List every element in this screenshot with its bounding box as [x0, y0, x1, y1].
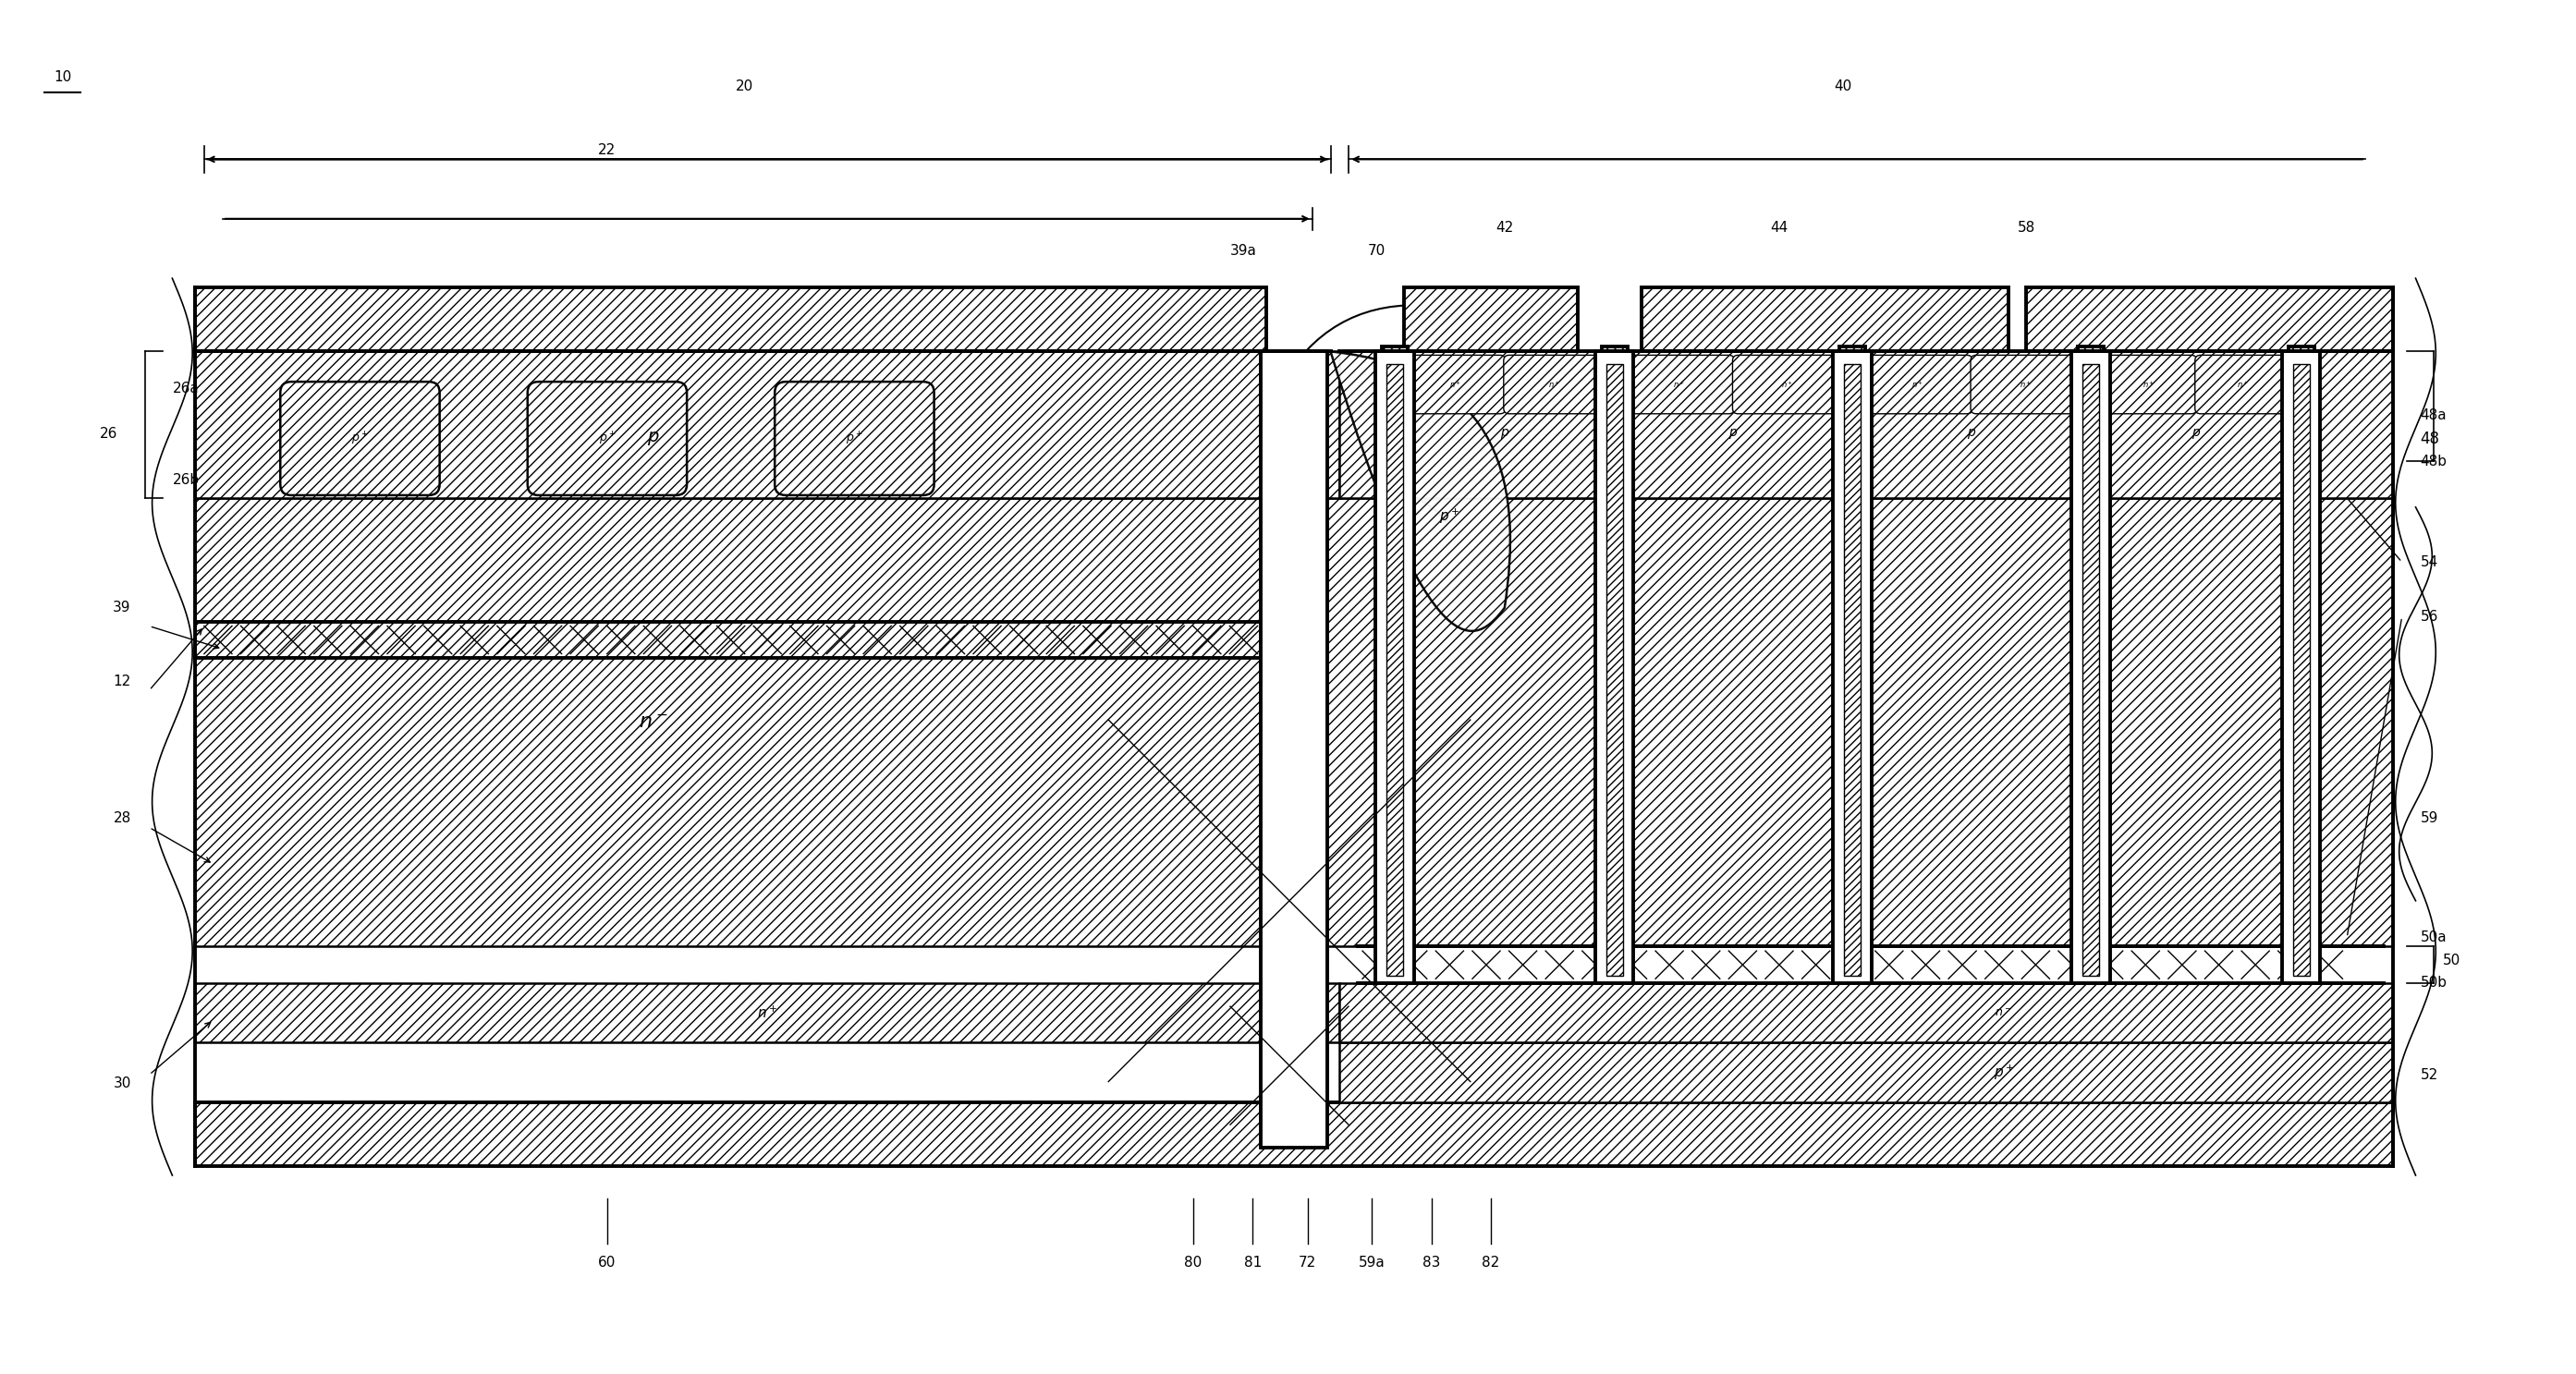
Text: 10: 10 — [54, 70, 72, 84]
Bar — [196, 984, 1340, 1043]
Bar — [1641, 287, 2009, 352]
Bar — [196, 287, 1267, 352]
FancyBboxPatch shape — [2099, 354, 2197, 414]
Text: $p^+$: $p^+$ — [1440, 507, 1461, 526]
Bar — [2287, 348, 2313, 352]
Bar — [1607, 364, 1623, 976]
Text: 39: 39 — [113, 600, 131, 614]
Text: 42: 42 — [1497, 221, 1515, 235]
Text: $p$: $p$ — [2192, 427, 2200, 441]
Text: 58: 58 — [2017, 221, 2035, 235]
Text: 44: 44 — [1770, 221, 1788, 235]
Text: $n^+$: $n^+$ — [2143, 379, 2156, 390]
Text: $p^+$: $p^+$ — [845, 430, 863, 447]
Text: 72: 72 — [1298, 1256, 1316, 1270]
Bar — [1340, 352, 2393, 497]
Bar — [2027, 287, 2393, 352]
Bar — [1381, 348, 1406, 352]
Bar — [196, 352, 1340, 497]
Text: 52: 52 — [2421, 1068, 2437, 1081]
Bar — [1340, 1043, 2393, 1102]
Text: $p^+$: $p^+$ — [1994, 1063, 2014, 1081]
Text: $p$: $p$ — [1499, 427, 1510, 441]
Text: 50: 50 — [2442, 954, 2460, 967]
Text: 22: 22 — [598, 143, 616, 157]
PathPatch shape — [1332, 352, 1510, 631]
Text: 40: 40 — [1834, 80, 1852, 93]
Bar — [2293, 364, 2311, 976]
FancyBboxPatch shape — [1734, 354, 1842, 414]
FancyBboxPatch shape — [1404, 354, 1504, 414]
Text: $n^+$: $n^+$ — [2020, 379, 2032, 390]
FancyBboxPatch shape — [1504, 354, 1605, 414]
Text: $n^+$: $n^+$ — [2236, 379, 2249, 390]
Text: 26: 26 — [100, 427, 118, 441]
Text: 28: 28 — [113, 812, 131, 826]
Text: 50a: 50a — [2421, 930, 2447, 944]
Bar — [196, 1102, 2393, 1167]
FancyBboxPatch shape — [1862, 354, 1973, 414]
Bar — [1844, 364, 1860, 976]
Bar — [1376, 352, 1414, 984]
Text: $n^-$: $n^-$ — [1994, 1007, 2012, 1020]
Text: 48a: 48a — [2421, 408, 2447, 423]
Bar — [1386, 364, 1404, 976]
Bar — [2071, 352, 2110, 984]
Text: 50b: 50b — [2421, 976, 2447, 991]
Bar — [2081, 364, 2099, 976]
Text: 83: 83 — [1422, 1256, 1440, 1270]
Text: 56: 56 — [2421, 610, 2437, 624]
Text: $n^+$: $n^+$ — [1911, 379, 1924, 390]
Text: 81: 81 — [1244, 1256, 1262, 1270]
FancyBboxPatch shape — [775, 382, 935, 495]
Text: 20: 20 — [737, 80, 752, 93]
FancyBboxPatch shape — [1625, 354, 1734, 414]
Text: $n^+$: $n^+$ — [1674, 379, 1685, 390]
Bar — [2079, 348, 2105, 352]
Bar — [2282, 352, 2321, 984]
Bar — [1839, 348, 1865, 352]
Bar — [1834, 352, 1873, 984]
FancyBboxPatch shape — [528, 382, 688, 495]
Text: $p$: $p$ — [1968, 427, 1976, 441]
Text: 70: 70 — [1368, 245, 1386, 258]
Text: $n^-$: $n^-$ — [639, 713, 667, 731]
Bar — [1602, 348, 1628, 352]
Text: $p^+$: $p^+$ — [350, 430, 368, 447]
Text: 12: 12 — [113, 675, 131, 688]
FancyBboxPatch shape — [281, 382, 440, 495]
Bar — [1340, 984, 2393, 1043]
Text: 39a: 39a — [1231, 245, 1257, 258]
Text: 60: 60 — [598, 1256, 616, 1270]
Text: 26b: 26b — [173, 473, 198, 486]
Text: 82: 82 — [1481, 1256, 1499, 1270]
Bar — [1404, 287, 1579, 352]
Bar — [196, 497, 2393, 947]
Text: 26a: 26a — [173, 381, 198, 396]
Text: 54: 54 — [2421, 555, 2437, 569]
Text: $p$: $p$ — [1728, 427, 1739, 441]
Text: $p^+$: $p^+$ — [598, 430, 616, 447]
Text: $n^+$: $n^+$ — [1783, 379, 1793, 390]
Text: 48b: 48b — [2421, 455, 2447, 469]
Text: $p$: $p$ — [647, 430, 659, 448]
Text: 30: 30 — [113, 1077, 131, 1091]
Text: $n^+$: $n^+$ — [1548, 379, 1561, 390]
Text: 48: 48 — [2421, 430, 2439, 447]
Text: $n^+$: $n^+$ — [1448, 379, 1461, 390]
Text: 59: 59 — [2421, 812, 2437, 826]
Text: 80: 80 — [1185, 1256, 1203, 1270]
Text: $n^+$: $n^+$ — [757, 1004, 778, 1021]
Bar — [1595, 352, 1633, 984]
FancyBboxPatch shape — [2195, 354, 2290, 414]
FancyBboxPatch shape — [1971, 354, 2081, 414]
Bar — [1260, 352, 1327, 1147]
Text: 59a: 59a — [1358, 1256, 1386, 1270]
